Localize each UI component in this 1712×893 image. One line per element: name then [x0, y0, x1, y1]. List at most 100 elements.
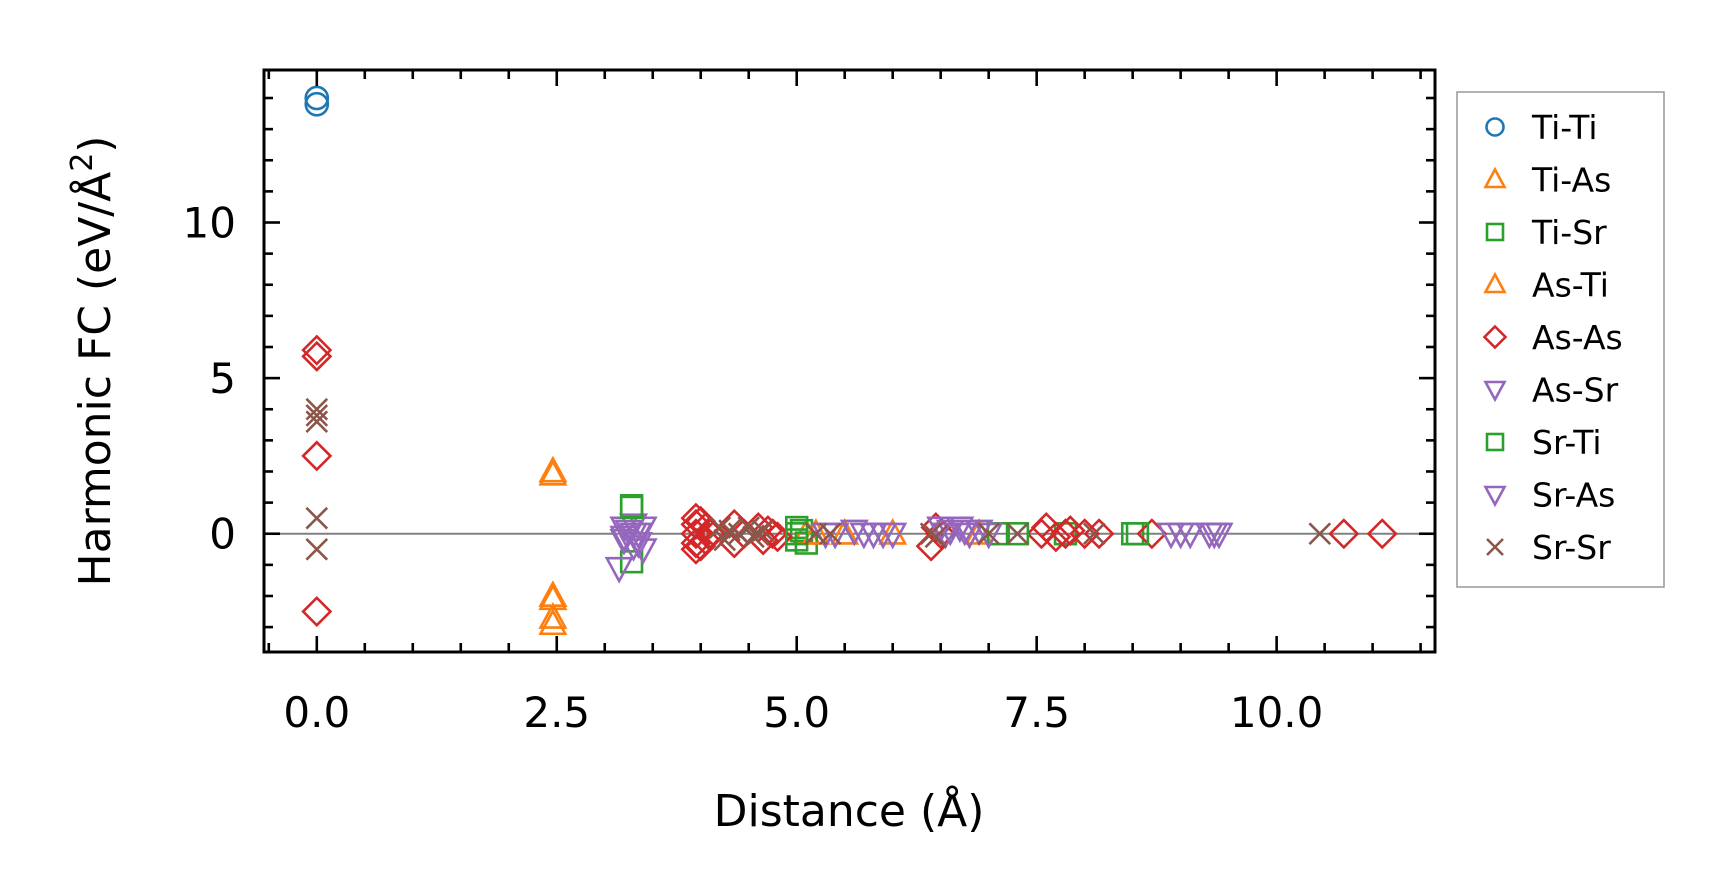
point-as-as [1328, 518, 1360, 550]
point-sr-as [930, 522, 961, 550]
y-tick-label: 0 [209, 510, 236, 559]
legend-item-sr-as: Sr-As [1483, 476, 1615, 515]
y-axis-label-close: ) [70, 136, 121, 153]
legend-label: As-Sr [1532, 371, 1619, 410]
point-sr-sr [977, 522, 1000, 546]
legend-item-sr-ti: Sr-Ti [1485, 423, 1602, 462]
point-as-ti [878, 518, 908, 545]
legend-label: As-As [1532, 318, 1623, 357]
point-as-as [1069, 518, 1101, 550]
point-sr-as [1166, 522, 1196, 550]
point-as-as [685, 530, 717, 562]
x-tick-labels: 0.0 2.5 5.0 7.5 10.0 [283, 688, 1323, 737]
x-tick-label: 2.5 [523, 688, 590, 737]
point-as-sr [839, 519, 869, 547]
legend-label: Sr-Sr [1532, 528, 1611, 567]
legend-label: Ti-As [1531, 161, 1611, 200]
point-sr-sr [727, 522, 751, 546]
point-as-ti [538, 458, 568, 486]
point-as-sr [604, 556, 634, 584]
point-sr-sr [305, 404, 329, 427]
point-sr-sr [1082, 522, 1106, 546]
legend-item-as-sr: As-Sr [1483, 371, 1619, 410]
point-sr-sr [924, 525, 948, 549]
point-sr-as [1199, 522, 1229, 550]
point-sr-ti [1005, 522, 1030, 546]
point-sr-as [950, 519, 980, 547]
legend-marker [1485, 432, 1505, 452]
legend-item-ti-ti: Ti-Ti [1485, 108, 1598, 147]
point-as-as [301, 440, 333, 472]
legend-label: As-Ti [1532, 266, 1609, 305]
point-ti-as [830, 518, 860, 545]
point-as-as [1054, 515, 1086, 547]
series-as-ti [538, 458, 908, 611]
x-tick-label: 0.0 [283, 688, 350, 737]
point-as-as [301, 340, 333, 372]
point-as-as [1040, 521, 1072, 553]
x-tick-label: 5.0 [763, 688, 830, 737]
point-sr-as [858, 522, 889, 550]
point-sr-sr [818, 522, 842, 546]
legend-marker [1485, 117, 1505, 137]
legend-item-ti-as: Ti-As [1483, 161, 1611, 200]
series-sr-sr [305, 397, 1332, 561]
legend-marker [1486, 538, 1504, 556]
y-axis-label-main: Harmonic FC (eV/Å [68, 172, 121, 587]
y-tick-label: 5 [209, 354, 236, 403]
point-sr-as [623, 532, 653, 559]
series-ti-as [538, 455, 994, 636]
series-sr-ti [619, 495, 1150, 546]
ticks-layer [264, 70, 1435, 652]
y-tick-labels: 0 5 10 [183, 199, 236, 559]
point-as-sr [878, 522, 908, 550]
legend-marker [1485, 222, 1505, 242]
x-tick-label: 7.5 [1003, 688, 1070, 737]
x-tick-label: 10.0 [1230, 688, 1324, 737]
point-as-as [301, 334, 333, 366]
legend-label: Ti-Ti [1531, 108, 1598, 147]
point-sr-sr [1308, 522, 1332, 546]
legend-marker [1483, 166, 1507, 189]
series-as-as [301, 334, 1398, 628]
point-as-as [690, 524, 722, 556]
point-as-as [925, 518, 957, 550]
x-axis-label: Distance (Å) [714, 784, 985, 837]
legend-label: Ti-Sr [1531, 213, 1607, 252]
legend-marker [1482, 324, 1508, 350]
legend-item-as-ti: As-Ti [1483, 266, 1609, 305]
point-sr-sr [1006, 522, 1029, 546]
point-ti-as [538, 455, 568, 483]
legend-marker [1483, 271, 1507, 294]
legend-label: Sr-As [1532, 476, 1615, 515]
point-sr-ti [619, 495, 644, 519]
legend-marker [1483, 485, 1507, 508]
series-ti-ti [304, 85, 330, 117]
point-as-as [1366, 518, 1398, 550]
plot-frame [262, 68, 1437, 654]
legend-label: Sr-Ti [1532, 423, 1602, 462]
point-sr-sr [305, 410, 329, 434]
legend-item-as-as: As-As [1482, 318, 1623, 357]
y-axis-label: Harmonic FC (eV/Å2) [65, 136, 121, 587]
legend-marker [1483, 380, 1507, 403]
point-as-sr [964, 519, 994, 547]
legend-item-ti-sr: Ti-Sr [1485, 213, 1607, 252]
marker-layer [301, 85, 1398, 636]
y-tick-label: 10 [183, 199, 236, 248]
point-ti-ti [304, 85, 330, 111]
point-as-ti [538, 583, 568, 611]
point-ti-as [538, 602, 568, 629]
legend: Ti-Ti Ti-As Ti-Sr As-Ti As-As As-Sr Sr-Ti Sr-As… [1456, 91, 1665, 588]
point-ti-as [538, 608, 568, 636]
point-ti-ti [304, 91, 330, 117]
point-sr-sr [305, 537, 329, 561]
point-sr-sr [305, 506, 329, 530]
point-sr-sr [751, 519, 775, 542]
y-axis-label-sup: 2 [65, 153, 100, 172]
point-ti-sr [619, 494, 644, 518]
legend-item-sr-sr: Sr-Sr [1486, 528, 1611, 567]
point-sr-ti [1125, 522, 1150, 546]
point-as-as [301, 596, 333, 628]
